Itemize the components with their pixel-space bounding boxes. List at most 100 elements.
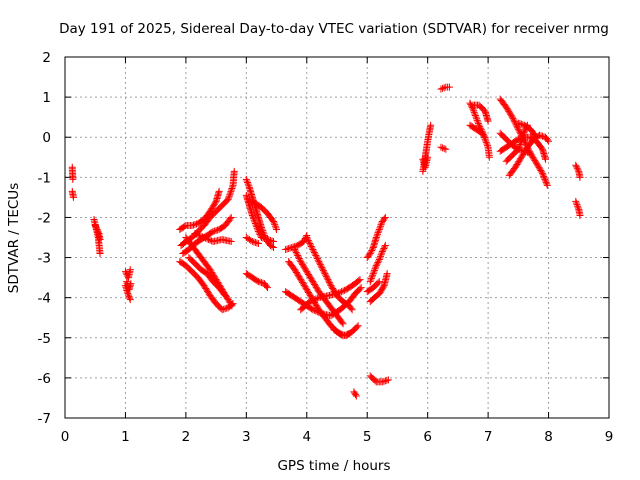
data-point [347,304,355,312]
y-tick-label: -6 [38,371,51,387]
data-point [520,127,528,135]
data-point [322,271,330,279]
data-point [247,198,255,206]
data-point [572,199,580,207]
data-point [310,296,318,304]
data-point [305,289,313,297]
data-point [271,221,279,229]
data-point [437,143,445,151]
data-point [312,283,320,291]
data-point [228,183,236,191]
data-point [226,191,234,199]
data-point [536,165,544,173]
data-point [439,144,447,152]
data-point [514,125,522,133]
data-point [248,238,256,246]
data-point [303,234,311,241]
data-point [539,169,547,177]
data-point [301,283,309,291]
data-point [305,272,313,280]
data-point [377,222,385,230]
data-point [191,229,199,237]
data-point [304,269,312,277]
data-point [542,155,550,163]
data-point [470,107,478,115]
y-axis-label: SDTVAR / TECUs [6,183,22,293]
data-point [220,290,228,298]
data-point [312,307,320,315]
data-point [473,116,481,124]
data-point [309,306,317,314]
data-point [373,260,381,268]
data-point [510,116,518,124]
data-point [336,330,344,338]
data-point [69,193,77,201]
data-point [307,275,315,283]
data-point [502,103,510,111]
data-point [307,241,315,249]
data-point [531,156,539,164]
data-point [126,266,134,274]
x-tick-label: 8 [544,429,553,445]
data-point [209,227,217,235]
data-point [442,145,450,153]
data-point [188,221,196,229]
data-point [325,277,333,285]
data-point [309,296,317,304]
data-point [296,256,304,264]
data-point [245,197,253,205]
data-point [293,270,301,278]
data-point [503,105,511,113]
data-point [440,84,448,92]
data-point [299,262,307,270]
data-point [375,278,383,286]
data-point [291,246,299,254]
data-point [248,198,256,206]
data-point [225,192,233,200]
data-point [539,132,547,140]
data-point [251,218,259,226]
data-point [541,175,549,183]
data-point [339,287,347,295]
data-point [369,270,377,278]
data-point [258,225,266,233]
data-point [227,213,235,221]
data-point [226,299,234,307]
data-point [302,284,310,292]
data-point [200,234,208,241]
data-point [381,243,389,251]
x-tick-label: 2 [182,429,191,445]
data-point [309,246,317,254]
data-point [572,161,580,169]
data-point [535,164,543,172]
data-point [540,172,548,180]
data-point [522,146,530,154]
data-point [202,234,210,242]
data-point [383,270,391,278]
data-point [206,236,214,244]
data-point [574,204,582,212]
data-point [542,177,550,185]
axis-ticks: 0 1 2 3 4 5 6 7 8 9 2 1 0 -1 -2 -3 -4 -5 -6 -7 [38,50,614,445]
y-tick-label: -3 [38,251,51,267]
data-point [206,207,214,215]
y-tick-label: 1 [42,90,51,106]
data-point [324,276,332,284]
data-point [195,231,203,239]
data-point [309,278,317,286]
data-point [293,250,301,258]
data-point [319,265,327,273]
data-point [303,286,311,294]
data-point [304,237,312,245]
data-point [528,152,536,160]
data-point [325,279,333,287]
data-point [305,270,313,278]
data-point [533,161,541,169]
data-point [205,236,213,244]
data-point [353,323,361,331]
data-point [317,262,325,270]
data-point [302,266,310,274]
data-point [96,250,104,258]
data-point [379,246,387,254]
